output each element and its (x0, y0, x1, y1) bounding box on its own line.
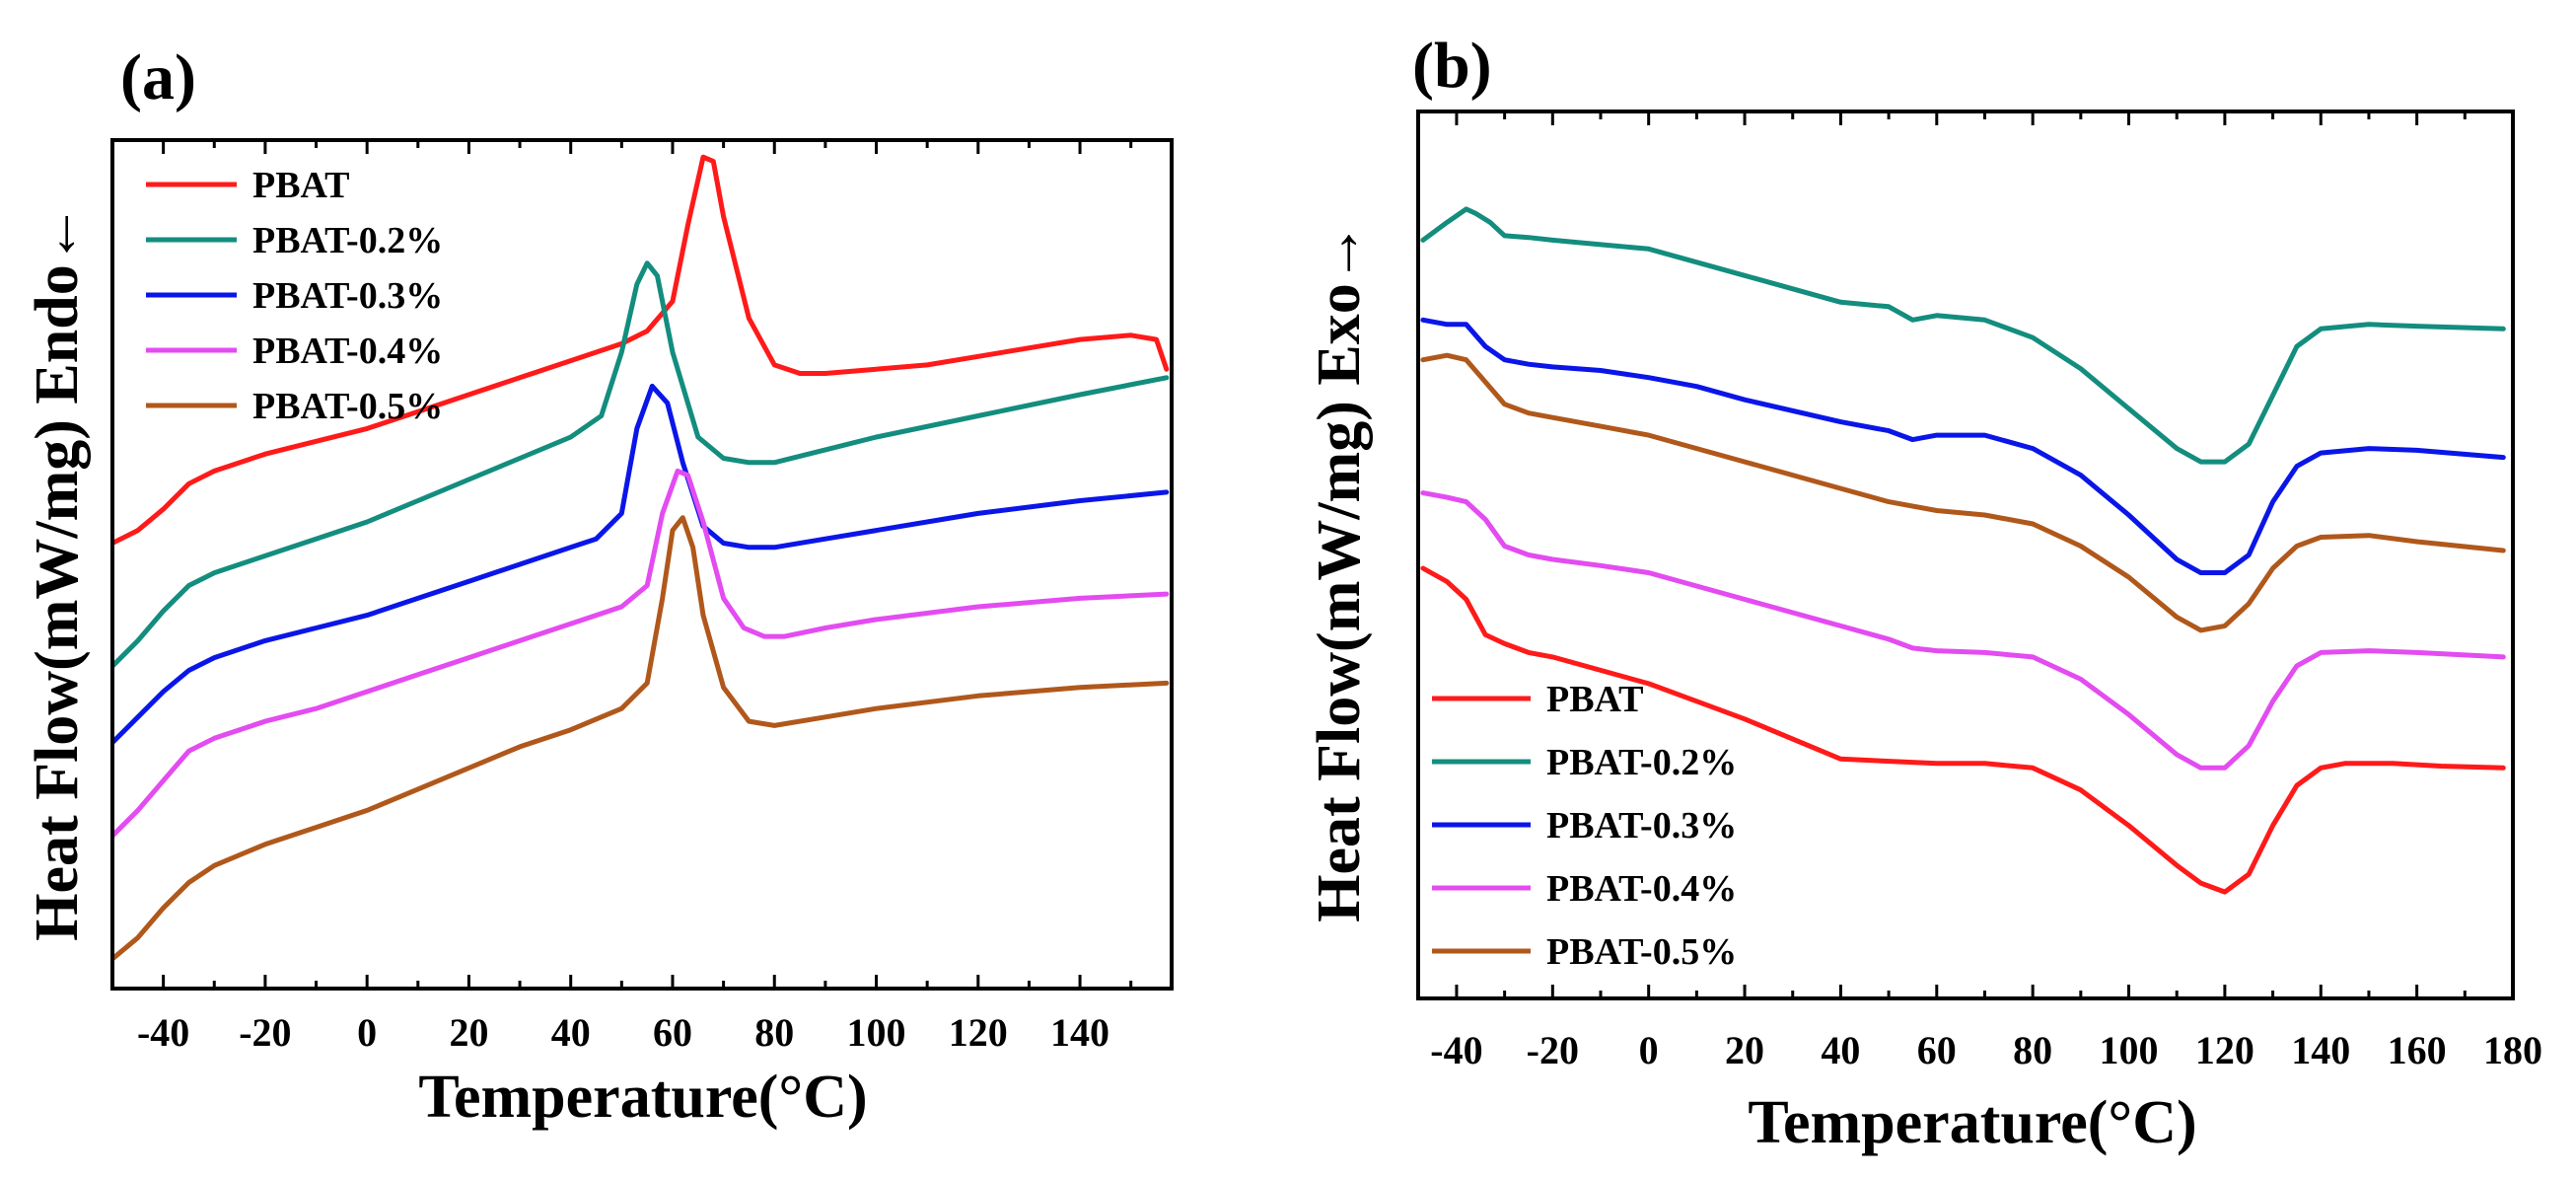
panel-b-xtick-label: 100 (2100, 1028, 2159, 1072)
panel-a-frame (110, 138, 1174, 991)
panel-b-ylabel: Heat Flow(mW/mg) Exo→ (1306, 222, 1373, 921)
panel-a-legend-label-4: PBAT-0.4% (252, 331, 443, 372)
panel-b-legend-label-4: PBAT-0.4% (1546, 868, 1737, 910)
panel-b-series-line-1 (1420, 565, 2506, 895)
panel-b-legend-label-2: PBAT-0.2% (1546, 742, 1737, 783)
panel-b-xtick-label: -20 (1527, 1028, 1579, 1072)
panel-b-xtick-label: 160 (2388, 1028, 2447, 1072)
panel-a-series-line-2 (112, 260, 1170, 669)
panel-b-series-line-5 (1420, 352, 2506, 633)
panel-a-chart: (a) Heat Flow(mW/mg) Endo← Temperature(°… (24, 41, 1174, 1131)
panel-a-xlabel: Temperature(°C) (418, 1064, 867, 1131)
panel-b-label: (b) (1412, 30, 1492, 102)
panel-a-label: (a) (120, 41, 196, 113)
panel-a-xtick-label: -40 (137, 1010, 189, 1055)
panel-a-xtick-label: 0 (357, 1010, 377, 1055)
panel-a-xtick-label: 120 (949, 1010, 1008, 1055)
panel-b-xtick-label: 60 (1917, 1028, 1957, 1072)
panel-b-xtick-label: 80 (2013, 1028, 2052, 1072)
panel-b-xtick-label: 140 (2291, 1028, 2350, 1072)
panel-a-series-line-3 (112, 383, 1170, 746)
panel-a-legend-label-5: PBAT-0.5% (252, 386, 443, 427)
panel-b-series-line-4 (1420, 490, 2506, 771)
panel-a-ylabel: Heat Flow(mW/mg) Endo← (24, 203, 91, 940)
panel-a-xtick-label: 100 (847, 1010, 906, 1055)
panel-a-xtick-label: 140 (1050, 1010, 1109, 1055)
panel-b-xtick-label: 20 (1725, 1028, 1764, 1072)
panel-b-xlabel: Temperature(°C) (1748, 1089, 2196, 1156)
panel-a-series-line-1 (112, 154, 1170, 546)
panel-b-series-group (1420, 206, 2506, 895)
panel-b-xtick-label: -40 (1430, 1028, 1482, 1072)
panel-b-legend-label-5: PBAT-0.5% (1546, 931, 1737, 973)
panel-a-legend-label-3: PBAT-0.3% (252, 275, 443, 317)
panel-b-frame (1416, 110, 2515, 1000)
panel-b-xtick-label: 40 (1821, 1028, 1860, 1072)
panel-b-legend-label-3: PBAT-0.3% (1546, 805, 1737, 847)
panel-a-xtick-label: 20 (449, 1010, 488, 1055)
panel-a-xtick-label: 40 (551, 1010, 591, 1055)
panel-b-series-line-3 (1420, 317, 2506, 575)
panel-a-series-line-5 (112, 515, 1170, 962)
panel-a-legend-label-2: PBAT-0.2% (252, 220, 443, 261)
panel-b-legend-label-1: PBAT (1546, 679, 1644, 720)
panel-a-xtick-label: -20 (239, 1010, 291, 1055)
panel-b-xtick-label: 0 (1639, 1028, 1659, 1072)
panel-b-xtick-label: 180 (2483, 1028, 2542, 1072)
panel-a-series-line-4 (112, 468, 1170, 839)
panel-a-xtick-label: 60 (653, 1010, 692, 1055)
panel-b-xtick-label: 120 (2195, 1028, 2254, 1072)
panel-a-xtick-label: 80 (754, 1010, 794, 1055)
panel-a-legend-label-1: PBAT (252, 165, 350, 206)
panel-b-series-line-2 (1420, 206, 2506, 465)
panel-b-chart: (b) Heat Flow(mW/mg) Exo→ Temperature(°C… (1306, 30, 2542, 1156)
panel-a-series-group (112, 154, 1170, 962)
